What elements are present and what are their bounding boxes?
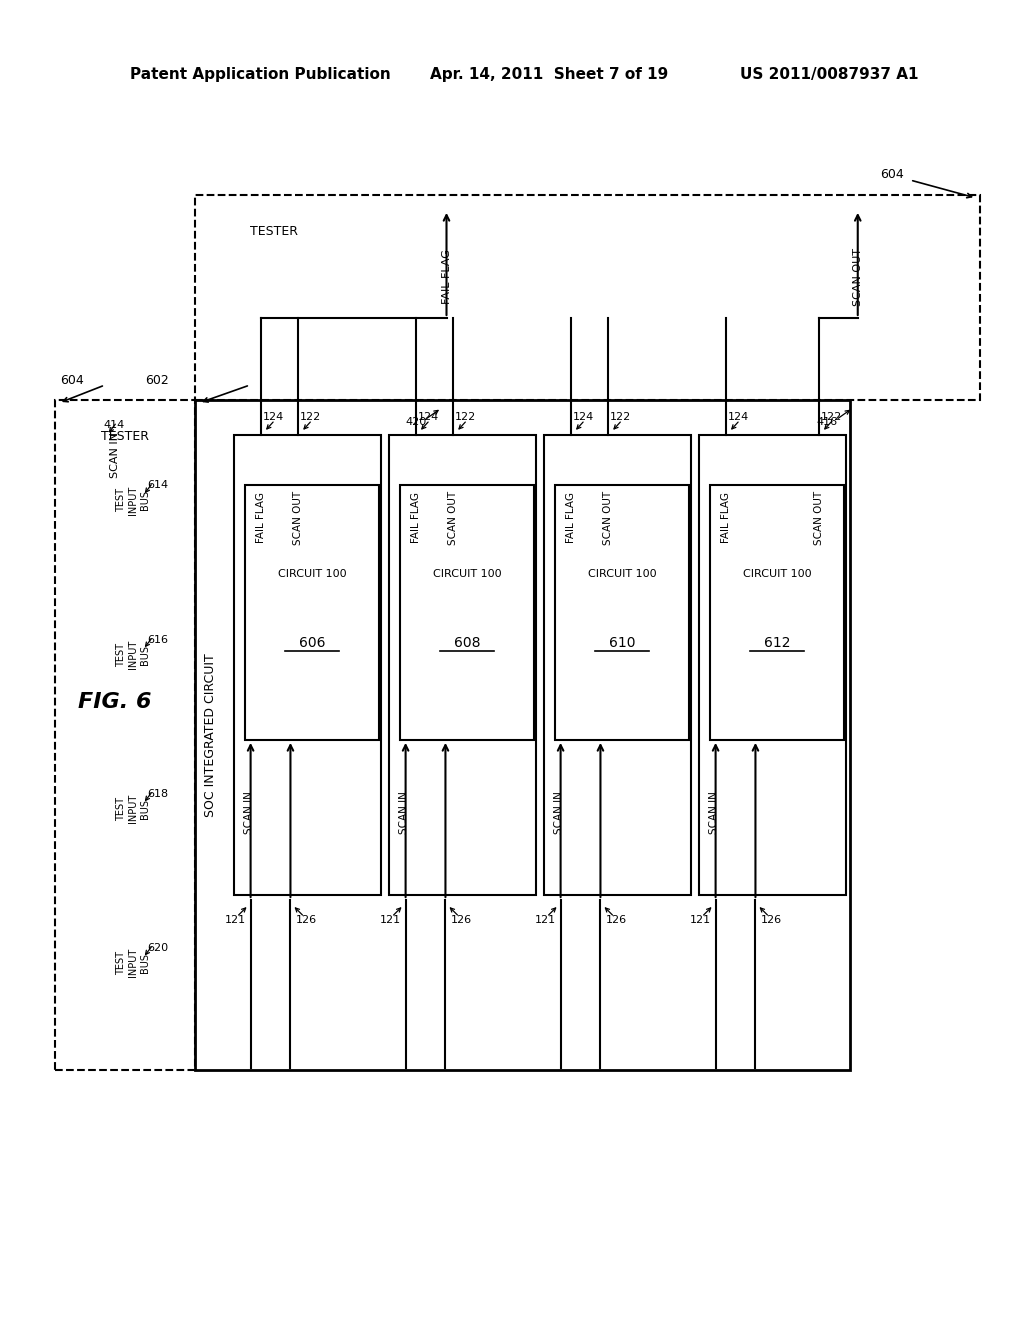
Bar bbox=[233, 436, 381, 895]
Text: 124: 124 bbox=[727, 412, 749, 422]
Text: FIG. 6: FIG. 6 bbox=[78, 692, 152, 711]
Text: SOC INTEGRATED CIRCUIT: SOC INTEGRATED CIRCUIT bbox=[205, 653, 217, 817]
Text: CIRCUIT 100: CIRCUIT 100 bbox=[588, 569, 656, 579]
Text: TESTER: TESTER bbox=[250, 224, 298, 238]
Text: TEST
INPUT
BUS: TEST INPUT BUS bbox=[117, 640, 150, 669]
Text: 126: 126 bbox=[296, 915, 316, 925]
Bar bbox=[698, 436, 846, 895]
Text: TEST
INPUT
BUS: TEST INPUT BUS bbox=[117, 795, 150, 824]
Text: 602: 602 bbox=[145, 374, 169, 387]
Text: 618: 618 bbox=[147, 789, 168, 799]
Text: 124: 124 bbox=[418, 412, 438, 422]
Text: 122: 122 bbox=[820, 412, 842, 422]
Text: 612: 612 bbox=[764, 636, 791, 651]
Text: 126: 126 bbox=[761, 915, 781, 925]
Text: SCAN IN: SCAN IN bbox=[709, 791, 719, 834]
Text: TEST
INPUT
BUS: TEST INPUT BUS bbox=[117, 948, 150, 977]
Text: 414: 414 bbox=[103, 420, 124, 430]
Text: SCAN OUT: SCAN OUT bbox=[603, 491, 613, 545]
Text: SCAN IN: SCAN IN bbox=[110, 432, 120, 478]
Text: Apr. 14, 2011  Sheet 7 of 19: Apr. 14, 2011 Sheet 7 of 19 bbox=[430, 67, 669, 82]
Text: TEST
INPUT
BUS: TEST INPUT BUS bbox=[117, 486, 150, 515]
Text: SCAN IN: SCAN IN bbox=[398, 791, 409, 834]
Text: FAIL FLAG: FAIL FLAG bbox=[441, 249, 452, 305]
Text: SCAN IN: SCAN IN bbox=[244, 791, 254, 834]
Text: Patent Application Publication: Patent Application Publication bbox=[130, 67, 391, 82]
Bar bbox=[195, 400, 850, 1071]
Text: CIRCUIT 100: CIRCUIT 100 bbox=[432, 569, 501, 579]
Text: 420: 420 bbox=[406, 417, 427, 426]
Bar bbox=[710, 484, 844, 741]
Text: 604: 604 bbox=[60, 374, 84, 387]
Text: 122: 122 bbox=[300, 412, 321, 422]
Text: 610: 610 bbox=[608, 636, 635, 651]
Text: SCAN IN: SCAN IN bbox=[554, 791, 563, 834]
Text: 121: 121 bbox=[380, 915, 400, 925]
Text: 608: 608 bbox=[454, 636, 480, 651]
Text: CIRCUIT 100: CIRCUIT 100 bbox=[742, 569, 811, 579]
Text: 604: 604 bbox=[880, 169, 904, 181]
Text: SCAN OUT: SCAN OUT bbox=[853, 248, 863, 306]
Text: FAIL FLAG: FAIL FLAG bbox=[721, 492, 731, 544]
Text: 122: 122 bbox=[609, 412, 631, 422]
Text: 606: 606 bbox=[299, 636, 325, 651]
Text: 416: 416 bbox=[816, 417, 838, 426]
Text: 124: 124 bbox=[262, 412, 284, 422]
Text: 620: 620 bbox=[147, 942, 168, 953]
Text: 124: 124 bbox=[572, 412, 594, 422]
Bar bbox=[245, 484, 379, 741]
Bar bbox=[555, 484, 689, 741]
Text: 122: 122 bbox=[455, 412, 476, 422]
Bar bbox=[195, 195, 980, 400]
Bar bbox=[389, 436, 537, 895]
Text: 126: 126 bbox=[451, 915, 472, 925]
Text: CIRCUIT 100: CIRCUIT 100 bbox=[278, 569, 346, 579]
Text: 616: 616 bbox=[147, 635, 168, 644]
Text: FAIL FLAG: FAIL FLAG bbox=[566, 492, 575, 544]
Text: FAIL FLAG: FAIL FLAG bbox=[411, 492, 421, 544]
Text: TESTER: TESTER bbox=[101, 430, 150, 444]
Bar bbox=[544, 436, 691, 895]
Text: 121: 121 bbox=[224, 915, 246, 925]
Text: 126: 126 bbox=[605, 915, 627, 925]
Text: SCAN OUT: SCAN OUT bbox=[449, 491, 458, 545]
Bar bbox=[400, 484, 534, 741]
Text: 614: 614 bbox=[147, 480, 168, 491]
Text: FAIL FLAG: FAIL FLAG bbox=[256, 492, 266, 544]
Text: US 2011/0087937 A1: US 2011/0087937 A1 bbox=[740, 67, 919, 82]
Bar bbox=[55, 400, 195, 1071]
Text: 121: 121 bbox=[535, 915, 556, 925]
Text: 121: 121 bbox=[689, 915, 711, 925]
Text: SCAN OUT: SCAN OUT bbox=[814, 491, 824, 545]
Text: SCAN OUT: SCAN OUT bbox=[293, 491, 303, 545]
